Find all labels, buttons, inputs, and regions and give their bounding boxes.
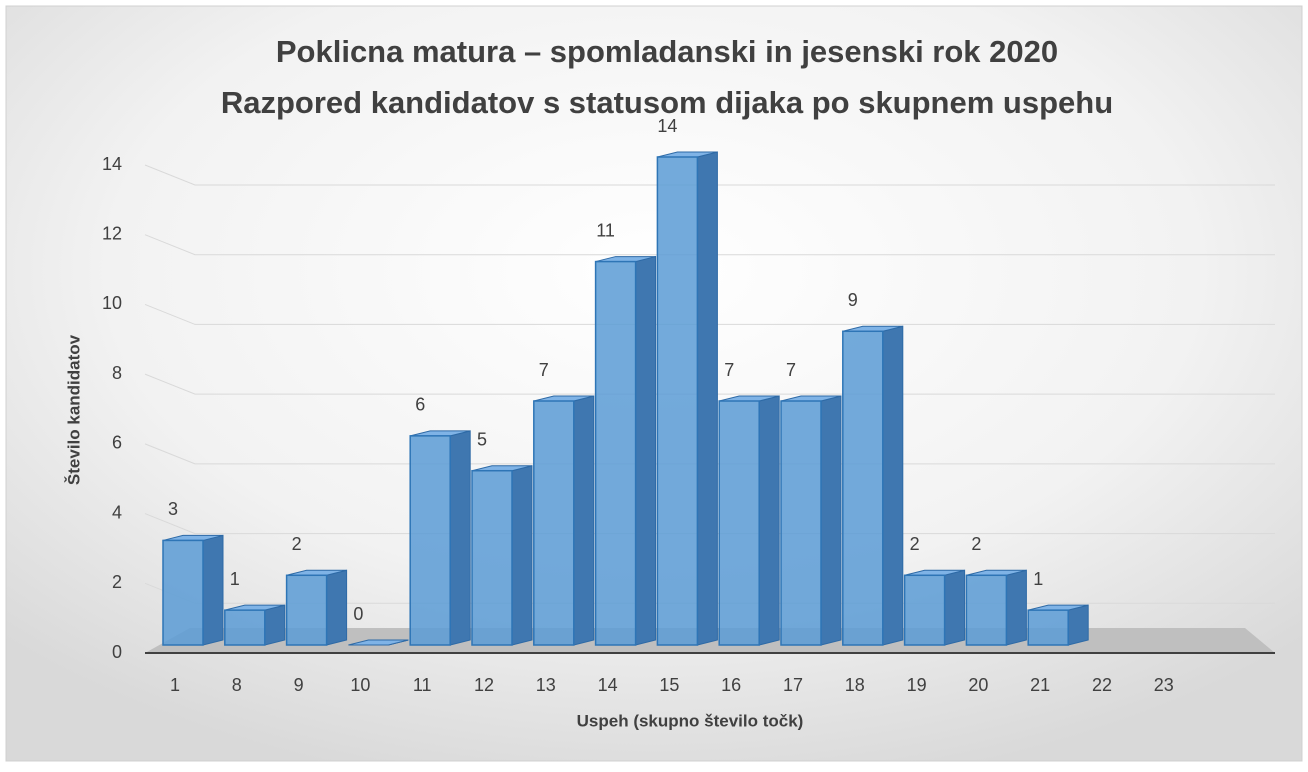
grid-line [144, 303, 1275, 325]
data-label: 5 [477, 429, 487, 449]
y-tick-label: 2 [112, 572, 122, 592]
grid-line [144, 443, 1275, 465]
bar-face [573, 395, 595, 646]
data-label: 3 [168, 499, 178, 519]
bar [471, 465, 533, 646]
data-label: 1 [1033, 569, 1043, 589]
y-tick-label: 6 [112, 433, 122, 453]
data-label: 11 [596, 220, 615, 240]
bar [224, 604, 286, 646]
bar [409, 430, 471, 646]
data-label: 1 [230, 569, 240, 589]
bar-face [449, 430, 471, 646]
data-label: 7 [724, 360, 734, 380]
bar-face [820, 395, 842, 646]
bar-face [696, 151, 718, 646]
bar-face [533, 400, 575, 646]
bar-face [1005, 569, 1027, 646]
bar [965, 569, 1027, 646]
bar [533, 395, 595, 646]
y-tick-label: 10 [102, 293, 122, 313]
chart-title: Poklicna matura – spomladanski in jesens… [276, 34, 1058, 69]
bar [842, 325, 904, 646]
x-tick-label: 10 [350, 675, 370, 695]
bar-face [780, 400, 822, 646]
x-tick-label: 22 [1092, 675, 1112, 695]
data-label: 2 [292, 534, 302, 554]
bar-face [224, 609, 266, 646]
x-tick-label: 16 [721, 675, 741, 695]
bar-face [264, 604, 286, 646]
x-tick-label: 23 [1154, 675, 1174, 695]
grid-line [144, 513, 1275, 535]
bar-face [944, 569, 966, 646]
x-tick-label: 8 [232, 675, 242, 695]
chart-subtitle: Razpored kandidatov s statusom dijaka po… [221, 85, 1113, 120]
bar-face [285, 574, 328, 646]
bar-face [1067, 604, 1089, 646]
bar [903, 569, 966, 646]
bar-face [326, 569, 348, 646]
bar-face [635, 255, 657, 646]
bar [594, 255, 657, 646]
x-tick-label: 19 [907, 675, 927, 695]
x-tick-label: 15 [659, 675, 679, 695]
x-tick-label: 17 [783, 675, 803, 695]
y-tick-label: 8 [112, 363, 122, 383]
y-tick-label: 14 [102, 154, 122, 174]
bar [1027, 604, 1089, 646]
data-label: 9 [848, 290, 858, 310]
bar-face [758, 395, 780, 646]
x-tick-label: 18 [845, 675, 865, 695]
y-tick-label: 4 [112, 502, 122, 522]
bar [285, 569, 348, 646]
bar-face [842, 330, 884, 646]
bar [162, 534, 224, 646]
bar [718, 395, 780, 646]
x-tick-label: 12 [474, 675, 494, 695]
bar-face [965, 574, 1008, 646]
y-tick-label: 0 [112, 642, 122, 662]
bar-face [718, 400, 760, 646]
bar-face [471, 469, 513, 646]
grid-line [144, 234, 1275, 256]
data-label: 14 [657, 116, 677, 136]
bar-face [162, 539, 204, 646]
x-tick-label: 20 [968, 675, 988, 695]
bar-face [511, 465, 533, 646]
bar-face [882, 325, 904, 646]
bar-face [202, 534, 224, 646]
data-label: 7 [539, 360, 549, 380]
x-axis-label: Uspeh (skupno število točk) [577, 711, 804, 730]
data-label: 0 [353, 604, 363, 624]
x-tick-label: 13 [536, 675, 556, 695]
data-label: 7 [786, 360, 796, 380]
y-axis-label: Število kandidatov [64, 334, 83, 485]
bar [348, 639, 409, 646]
data-label: 2 [910, 534, 920, 554]
bar-face [903, 574, 946, 646]
bar-face [409, 435, 451, 646]
data-label: 2 [971, 534, 981, 554]
data-label: 6 [415, 395, 425, 415]
grid-line [144, 164, 1275, 186]
bar-face [656, 156, 699, 646]
x-tick-label: 1 [170, 675, 180, 695]
x-tick-label: 14 [598, 675, 618, 695]
bar-face [594, 260, 637, 646]
x-tick-label: 11 [413, 675, 432, 695]
grid-line [144, 373, 1275, 395]
bar [656, 151, 718, 646]
x-tick-label: 9 [294, 675, 304, 695]
bar-face [1027, 609, 1069, 646]
bar-face [348, 639, 409, 646]
bar [780, 395, 842, 646]
y-tick-label: 12 [102, 223, 122, 243]
x-tick-label: 21 [1030, 675, 1050, 695]
